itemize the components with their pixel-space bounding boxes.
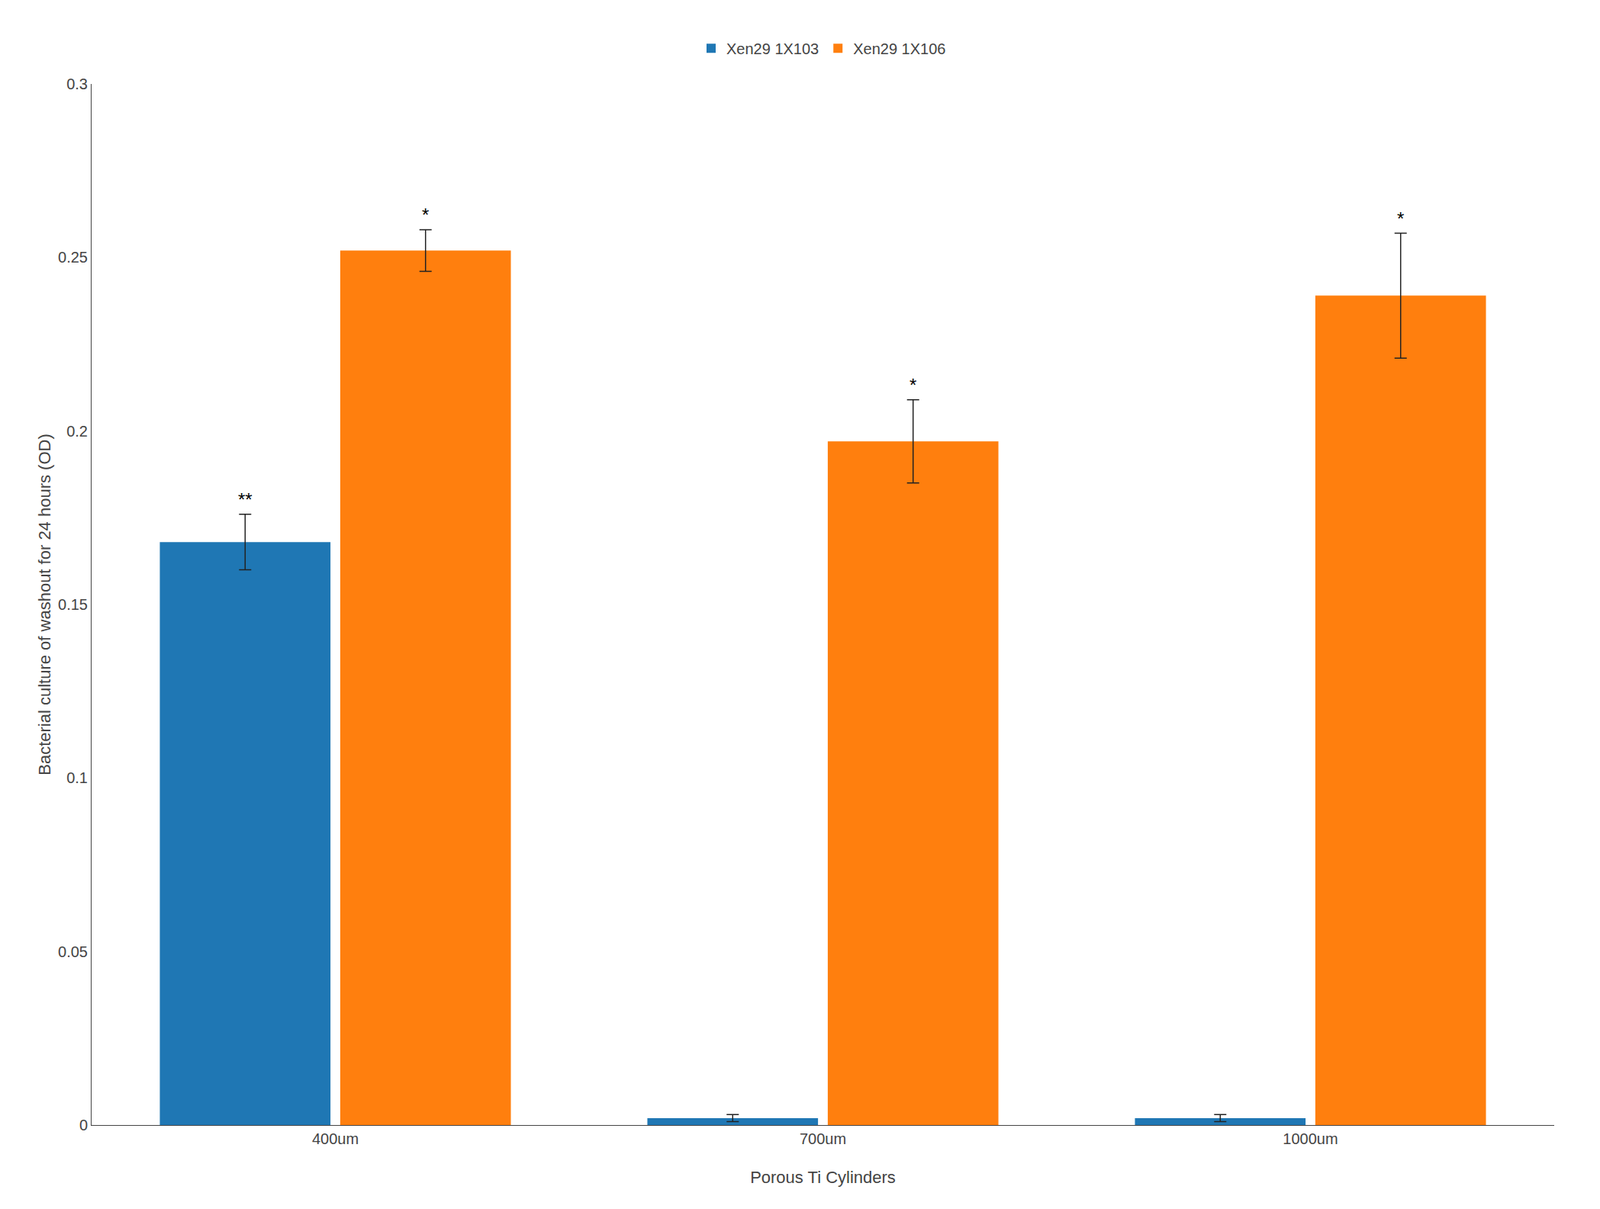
svg-text:700um: 700um: [799, 1129, 847, 1147]
svg-text:0.25: 0.25: [57, 248, 88, 266]
svg-text:**: **: [238, 489, 253, 510]
svg-text:0.15: 0.15: [57, 595, 88, 613]
svg-text:0.1: 0.1: [66, 769, 88, 786]
svg-text:400um: 400um: [312, 1129, 359, 1147]
svg-text:*: *: [1397, 208, 1404, 229]
svg-text:Porous Ti Cylinders: Porous Ti Cylinders: [750, 1167, 896, 1187]
svg-text:0.05: 0.05: [57, 943, 88, 960]
svg-text:Xen29 1X103: Xen29 1X103: [726, 40, 819, 58]
svg-text:Xen29 1X106: Xen29 1X106: [853, 40, 946, 58]
svg-text:*: *: [909, 374, 917, 396]
svg-text:0.2: 0.2: [66, 422, 88, 440]
svg-text:*: *: [421, 204, 429, 226]
svg-text:0.3: 0.3: [66, 75, 88, 93]
svg-text:1000um: 1000um: [1282, 1129, 1338, 1147]
svg-text:0: 0: [79, 1116, 88, 1134]
svg-text:Bacterial culture of washout f: Bacterial culture of washout for 24 hour…: [35, 433, 55, 776]
